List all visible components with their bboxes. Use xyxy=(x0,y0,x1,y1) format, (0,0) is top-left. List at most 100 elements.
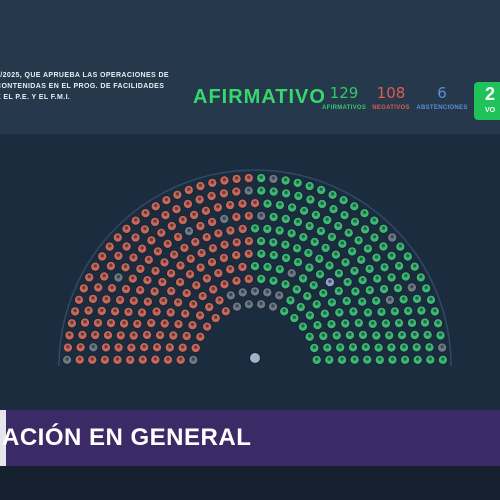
seat-avatar xyxy=(197,197,202,201)
seat-avatar xyxy=(360,299,364,303)
seat-avatar xyxy=(372,235,377,239)
seat-avatar xyxy=(91,296,95,300)
lower-third-banner: ACIÓN EN GENERAL xyxy=(0,410,500,466)
seat-avatar xyxy=(305,293,309,298)
seat-avatar xyxy=(337,310,341,314)
seat-avatar xyxy=(352,203,356,208)
seat-avatar xyxy=(189,256,193,260)
seat-avatar xyxy=(356,237,361,242)
seat-avatar xyxy=(328,279,332,284)
seat-avatar xyxy=(205,234,209,239)
motion-line: CONTENIDAS EN EL PROG. DE FACILIDADES xyxy=(0,83,165,90)
seat-avatar xyxy=(118,297,122,301)
seat-avatar xyxy=(301,276,305,280)
seat-avatar xyxy=(364,344,368,349)
seat-avatar xyxy=(161,298,165,302)
seat-avatar xyxy=(301,234,305,239)
seat-avatar xyxy=(163,212,168,217)
seat-avatar xyxy=(335,333,339,337)
seat-avatar xyxy=(374,333,378,337)
seat-avatar xyxy=(253,263,257,268)
hemicycle-chart xyxy=(58,169,452,367)
seat-avatar xyxy=(168,345,172,349)
seat-avatar xyxy=(222,178,227,182)
seat-avatar xyxy=(166,357,170,361)
seat-avatar xyxy=(272,252,276,257)
seat-avatar xyxy=(124,244,129,248)
seat-avatar xyxy=(389,275,394,279)
seat-avatar xyxy=(147,257,151,261)
seat-avatar xyxy=(146,299,150,303)
seat-avatar xyxy=(96,285,100,289)
seat-avatar xyxy=(194,345,198,349)
seat-avatar xyxy=(330,299,334,304)
seat-avatar xyxy=(375,276,379,280)
seat-avatar xyxy=(109,263,113,267)
seat-avatar xyxy=(325,345,329,349)
footer-bar xyxy=(0,466,500,500)
seat-avatar xyxy=(133,235,138,239)
banner-title: ACIÓN EN GENERAL xyxy=(2,424,252,451)
seat-avatar xyxy=(342,212,347,217)
seat-avatar xyxy=(153,268,158,272)
total-votes-count: 2 xyxy=(485,84,496,104)
seat-avatar xyxy=(296,180,300,184)
seat-avatar xyxy=(210,259,214,264)
seat-avatar xyxy=(436,320,440,325)
seat-avatar xyxy=(259,175,263,179)
seat-avatar xyxy=(398,244,402,248)
seat-avatar xyxy=(348,332,352,337)
seat-avatar xyxy=(425,332,430,336)
seat-avatar xyxy=(191,357,195,361)
seat-avatar xyxy=(190,322,195,327)
seat-avatar xyxy=(419,274,423,279)
seat-avatar xyxy=(340,241,344,245)
seat-avatar xyxy=(199,250,204,254)
seat-avatar xyxy=(416,357,420,361)
seat-avatar xyxy=(368,287,372,292)
seat-avatar xyxy=(315,357,319,361)
seat-avatar xyxy=(109,320,113,324)
seat-avatar xyxy=(142,344,146,349)
seat-avatar xyxy=(440,345,444,349)
seat-avatar xyxy=(104,344,108,349)
seat-avatar xyxy=(145,332,149,336)
abstention-count: 6 xyxy=(437,84,447,102)
seat-avatar xyxy=(308,334,312,338)
seat-avatar xyxy=(234,176,239,180)
seat-avatar xyxy=(222,281,227,286)
seat-avatar xyxy=(379,309,384,313)
seat-avatar xyxy=(428,357,432,361)
seat-avatar xyxy=(143,210,148,215)
seat-avatar xyxy=(216,230,221,235)
seat-avatar xyxy=(323,245,328,249)
seat-avatar xyxy=(134,218,138,222)
seat-avatar xyxy=(283,178,288,182)
seat-avatar xyxy=(393,308,397,313)
seat-avatar xyxy=(299,304,303,308)
seat-avatar xyxy=(240,264,245,268)
seat-avatar xyxy=(234,252,238,257)
seat-avatar xyxy=(350,248,354,253)
seat-avatar xyxy=(272,189,276,193)
seat-avatar xyxy=(145,277,150,282)
affirmative-count: 129 xyxy=(329,84,359,102)
seat-avatar xyxy=(241,226,245,230)
seat-avatar xyxy=(314,212,318,216)
seat-avatar xyxy=(156,248,160,253)
seat-avatar xyxy=(441,357,445,361)
seat-avatar xyxy=(376,345,381,349)
seat-avatar xyxy=(336,223,340,227)
seat-avatar xyxy=(169,288,173,292)
seat-avatar xyxy=(319,187,323,191)
seat-avatar xyxy=(210,219,214,223)
seat-avatar xyxy=(283,242,288,246)
seat-avatar xyxy=(70,320,74,325)
seat-avatar xyxy=(337,270,341,275)
seat-avatar xyxy=(284,190,288,195)
seat-avatar xyxy=(176,321,181,326)
seat-avatar xyxy=(372,218,376,222)
seat-avatar xyxy=(201,293,205,298)
seat-avatar xyxy=(141,357,145,361)
seat-avatar xyxy=(126,309,131,313)
